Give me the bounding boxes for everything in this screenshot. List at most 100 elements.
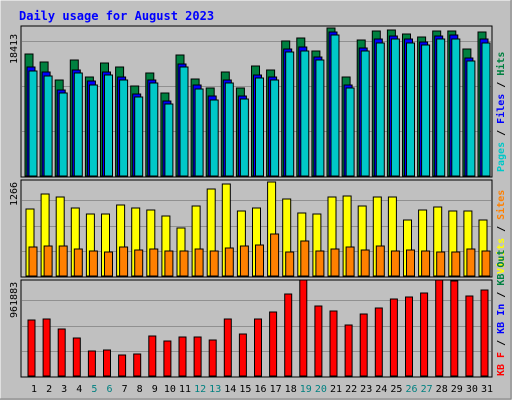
legend-pages: Pages: [496, 142, 507, 172]
bar-kbf-15: [238, 333, 247, 377]
bar-pages-25: [390, 38, 400, 177]
bar-pages-20: [315, 59, 325, 177]
bar-pages-12: [194, 88, 204, 177]
legend-hits: Hits: [495, 52, 507, 76]
day-label-26: 26: [405, 384, 417, 395]
bar-sites-4: [73, 248, 83, 277]
day-label-20: 20: [315, 384, 327, 395]
legend-kbin: KB In: [496, 304, 507, 334]
day-label-4: 4: [76, 384, 82, 395]
legend-sep-4: /: [496, 334, 507, 352]
day-label-19: 19: [300, 384, 312, 395]
legend-sep-5: /: [496, 286, 507, 304]
day-label-23: 23: [360, 384, 372, 395]
bar-kbf-22: [344, 324, 353, 377]
bar-pages-23: [360, 50, 370, 177]
bar-pages-29: [451, 38, 461, 177]
day-label-8: 8: [137, 384, 143, 395]
bar-kbf-29: [450, 280, 459, 377]
bar-pages-17: [270, 79, 280, 177]
bar-pages-7: [119, 79, 129, 177]
bar-sites-3: [58, 245, 68, 277]
day-label-22: 22: [345, 384, 357, 395]
bar-kbf-7: [118, 354, 127, 377]
bar-pages-30: [466, 60, 476, 177]
bar-kbf-13: [208, 339, 217, 377]
day-label-27: 27: [421, 384, 433, 395]
day-label-15: 15: [239, 384, 251, 395]
bar-sites-21: [330, 248, 340, 277]
day-label-14: 14: [224, 384, 236, 395]
bar-kbf-8: [133, 353, 142, 377]
bar-pages-24: [375, 42, 385, 177]
bar-pages-16: [255, 77, 264, 177]
bar-sites-17: [270, 233, 280, 277]
bar-kbf-27: [420, 292, 429, 377]
bar-pages-19: [300, 50, 310, 177]
bars-layer: [24, 27, 491, 377]
legend-sep-3: /: [496, 220, 507, 238]
bar-kbf-4: [72, 337, 81, 377]
bar-kbf-1: [27, 319, 36, 377]
legend-bottom: KB F / KB In / KB Out: [496, 250, 507, 376]
day-label-3: 3: [61, 384, 67, 395]
day-label-21: 21: [330, 384, 342, 395]
day-label-17: 17: [270, 384, 282, 395]
bar-pages-22: [345, 87, 355, 177]
day-label-7: 7: [122, 384, 128, 395]
day-label-10: 10: [164, 384, 176, 395]
bar-sites-9: [149, 248, 159, 277]
bar-pages-11: [179, 66, 189, 177]
bar-sites-27: [421, 250, 431, 277]
bar-kbf-31: [480, 289, 489, 377]
day-label-31: 31: [481, 384, 493, 395]
legend-top: Pages / Files / Hits: [495, 52, 507, 172]
legend-visits: Visits: [495, 238, 507, 274]
legend-files: Files: [495, 94, 507, 124]
bar-kbf-16: [254, 318, 262, 377]
bar-kbf-6: [103, 349, 111, 377]
bar-kbf-23: [359, 313, 368, 377]
max-label-middle: 1266: [9, 182, 20, 206]
bar-sites-31: [481, 250, 491, 277]
day-label-11: 11: [179, 384, 191, 395]
bar-sites-25: [390, 250, 400, 277]
bar-pages-6: [104, 74, 113, 177]
day-label-9: 9: [152, 384, 158, 395]
bar-sites-11: [179, 250, 189, 277]
legend-middle: Visits / Sites: [495, 190, 507, 274]
bar-pages-10: [164, 103, 174, 177]
bar-pages-4: [73, 72, 83, 177]
bar-sites-20: [315, 250, 325, 277]
day-label-5: 5: [91, 384, 97, 395]
day-label-1: 1: [31, 384, 37, 395]
legend-sep-1: /: [496, 124, 507, 142]
day-labels: 1 2 3 4 5 6 7 8 9 10 11 12 13 14 15 16 17 18 19 20 21 22 23 24 2…: [31, 384, 493, 395]
legend-sites: Sites: [495, 190, 507, 220]
bar-sites-26: [406, 249, 415, 277]
legend-sep-2: /: [496, 76, 507, 94]
bar-sites-19: [300, 240, 310, 277]
bar-pages-5: [88, 84, 98, 177]
bar-sites-8: [134, 249, 144, 277]
day-label-6: 6: [106, 384, 112, 395]
day-label-24: 24: [375, 384, 387, 395]
bar-sites-28: [436, 251, 446, 277]
bar-sites-2: [43, 245, 53, 277]
bar-sites-5: [88, 250, 98, 277]
bar-kbf-24: [374, 307, 383, 377]
bar-sites-6: [104, 251, 113, 277]
bar-kbf-2: [42, 318, 51, 377]
bar-sites-10: [164, 250, 174, 277]
bar-sites-30: [466, 248, 476, 277]
bar-kbf-11: [178, 336, 187, 377]
bar-sites-22: [345, 246, 355, 277]
bar-kbf-17: [269, 311, 278, 377]
bar-kbf-9: [148, 335, 157, 377]
max-label-top: 18413: [9, 34, 20, 64]
day-label-29: 29: [451, 384, 463, 395]
day-label-12: 12: [194, 384, 206, 395]
bar-sites-13: [209, 250, 219, 277]
bar-sites-14: [224, 247, 234, 277]
